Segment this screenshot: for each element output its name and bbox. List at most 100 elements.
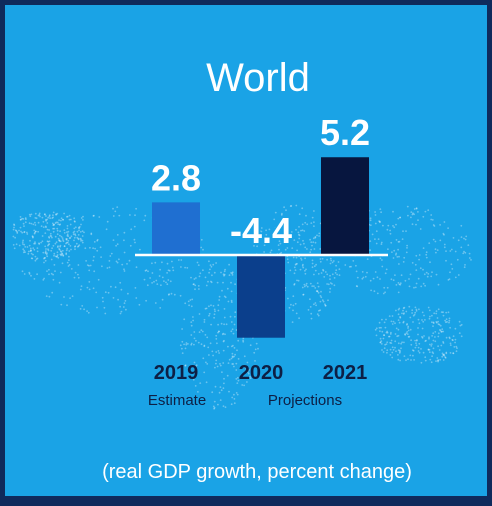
map-dot bbox=[445, 351, 448, 354]
map-dot bbox=[332, 260, 335, 262]
map-dot bbox=[390, 320, 393, 323]
map-dot bbox=[109, 255, 112, 257]
map-dot bbox=[18, 244, 21, 247]
map-dot bbox=[171, 260, 173, 263]
map-dot bbox=[398, 255, 400, 258]
map-dot bbox=[254, 360, 256, 362]
map-dot bbox=[397, 349, 400, 352]
map-dot bbox=[449, 326, 451, 329]
map-dot bbox=[310, 312, 313, 315]
map-dot bbox=[422, 268, 424, 271]
map-dot bbox=[407, 325, 410, 328]
map-dot bbox=[465, 235, 468, 238]
map-dot bbox=[143, 278, 146, 281]
map-dot bbox=[397, 313, 400, 316]
map-dot bbox=[436, 317, 439, 319]
map-dot bbox=[36, 273, 38, 276]
map-dot bbox=[408, 335, 411, 338]
map-dot bbox=[408, 305, 411, 308]
map-dot bbox=[431, 335, 433, 337]
map-dot bbox=[407, 329, 410, 332]
map-dot bbox=[413, 213, 415, 216]
map-dot bbox=[444, 357, 447, 359]
map-dot bbox=[313, 221, 315, 224]
map-dot bbox=[204, 334, 207, 336]
map-dot bbox=[388, 315, 391, 317]
map-dot bbox=[385, 343, 388, 345]
map-dot bbox=[310, 317, 313, 320]
map-dot bbox=[93, 214, 95, 217]
map-dot bbox=[379, 341, 382, 344]
map-dot bbox=[227, 345, 229, 348]
map-dot bbox=[375, 230, 378, 233]
map-dot bbox=[60, 251, 63, 253]
map-dot bbox=[66, 241, 69, 244]
map-dot bbox=[390, 339, 393, 342]
map-dot bbox=[417, 277, 420, 280]
map-dot bbox=[97, 278, 100, 281]
map-dot bbox=[225, 323, 228, 326]
map-dot bbox=[409, 328, 412, 331]
map-dot bbox=[324, 271, 327, 273]
map-dot bbox=[398, 263, 400, 265]
map-dot bbox=[52, 230, 55, 233]
map-dot bbox=[366, 271, 368, 274]
map-dot bbox=[234, 311, 237, 314]
map-dot bbox=[331, 283, 333, 285]
map-dot bbox=[189, 299, 192, 301]
map-dot bbox=[415, 207, 418, 210]
category-note-projections: Projections bbox=[268, 392, 342, 409]
map-dot bbox=[289, 269, 292, 272]
map-dot bbox=[205, 381, 208, 384]
map-dot bbox=[329, 282, 332, 284]
map-dot bbox=[179, 294, 182, 297]
map-dot bbox=[329, 262, 332, 265]
map-dot bbox=[44, 245, 47, 248]
map-dot bbox=[314, 287, 317, 289]
map-dot bbox=[401, 341, 403, 344]
map-dot bbox=[49, 232, 52, 235]
map-dot bbox=[108, 266, 111, 269]
map-dot bbox=[463, 237, 465, 240]
map-dot bbox=[70, 235, 73, 238]
map-dot bbox=[44, 251, 47, 254]
map-dot bbox=[392, 348, 395, 351]
map-dot bbox=[324, 304, 327, 307]
map-dot bbox=[63, 232, 66, 234]
map-dot bbox=[66, 231, 68, 234]
map-dot bbox=[292, 304, 295, 307]
map-dot bbox=[313, 248, 316, 250]
map-dot bbox=[430, 218, 433, 221]
map-dot bbox=[21, 270, 24, 273]
map-dot bbox=[403, 312, 405, 314]
map-dot bbox=[384, 326, 387, 329]
map-dot bbox=[62, 254, 64, 257]
map-dot bbox=[208, 312, 211, 315]
map-dot bbox=[435, 251, 437, 254]
map-dot bbox=[118, 258, 120, 261]
map-dot bbox=[22, 222, 25, 225]
map-dot bbox=[403, 341, 405, 344]
map-dot bbox=[35, 217, 38, 220]
map-dot bbox=[295, 228, 297, 231]
map-dot bbox=[48, 295, 51, 298]
map-dot bbox=[300, 257, 302, 260]
map-dot bbox=[135, 297, 138, 299]
map-dot bbox=[422, 351, 425, 354]
map-dot bbox=[355, 285, 358, 287]
map-dot bbox=[373, 290, 376, 293]
map-dot bbox=[445, 259, 447, 262]
map-dot bbox=[63, 212, 65, 215]
map-dot bbox=[313, 225, 315, 228]
map-dot bbox=[326, 273, 329, 276]
map-dot bbox=[410, 216, 412, 219]
map-dot bbox=[41, 235, 44, 237]
map-dot bbox=[305, 282, 308, 285]
map-dot bbox=[48, 268, 50, 271]
map-dot bbox=[26, 231, 28, 234]
map-dot bbox=[439, 239, 442, 242]
map-dot bbox=[107, 291, 110, 294]
map-dot bbox=[379, 330, 381, 332]
map-dot bbox=[376, 292, 379, 295]
map-dot bbox=[337, 261, 340, 263]
